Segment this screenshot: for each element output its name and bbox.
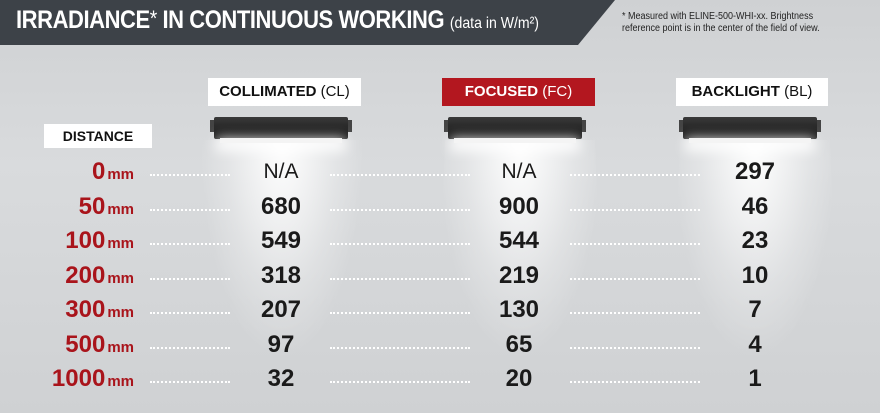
dotted-leader	[330, 346, 470, 349]
dotted-leader	[570, 346, 700, 349]
distance-value: 200	[65, 261, 106, 289]
column-name: BACKLIGHT	[691, 83, 780, 100]
dotted-leader	[150, 346, 230, 349]
dotted-leader	[330, 174, 470, 176]
distance-cell: 300 mm	[65, 293, 134, 327]
dotted-leader	[150, 243, 230, 245]
dotted-leader	[330, 208, 470, 211]
column-header-collimated: COLLIMATED (CL)	[208, 78, 361, 106]
column-code: (BL)	[784, 83, 813, 100]
irradiance-fc-value: 219	[498, 261, 540, 289]
distance-cell: 1000 mm	[52, 362, 134, 396]
dotted-leader	[570, 243, 700, 245]
distance-unit: mm	[107, 235, 134, 252]
distance-unit: mm	[107, 200, 134, 218]
light-fixture-icon	[679, 117, 821, 143]
footnote: * Measured with ELINE-500-WHI-xx. Bright…	[622, 11, 820, 34]
irradiance-cl-value: 207	[260, 296, 302, 323]
title-main: IRRADIANCE	[16, 6, 150, 34]
irradiance-bl-value: 297	[734, 158, 776, 185]
distance-value: 500	[65, 330, 106, 358]
title-unit: (data in W/m²)	[449, 15, 539, 32]
title-rest: IN CONTINUOUS WORKING	[156, 6, 445, 34]
irradiance-cl-value: 549	[260, 227, 302, 254]
irradiance-fc-value: 65	[505, 330, 533, 358]
dotted-leader	[570, 381, 700, 383]
title-asterisk: *	[149, 6, 158, 31]
page-title: IRRADIANCE* IN CONTINUOUS WORKING (data …	[16, 6, 539, 35]
dotted-leader	[150, 381, 230, 383]
title-banner	[0, 0, 615, 45]
column-code: (CL)	[320, 83, 350, 100]
dotted-leader	[150, 208, 230, 211]
dotted-leader	[150, 277, 230, 280]
distance-unit: mm	[107, 338, 134, 356]
dotted-leader	[570, 312, 700, 314]
irradiance-bl-value: 23	[741, 227, 769, 254]
distance-cell: 500 mm	[65, 328, 134, 362]
irradiance-bl-value: 7	[748, 296, 762, 323]
dotted-leader	[330, 312, 470, 314]
irradiance-bl-value: 1	[748, 365, 762, 392]
distance-header: DISTANCE	[44, 124, 152, 148]
light-fixture-icon	[210, 117, 352, 143]
dotted-leader	[570, 277, 700, 280]
irradiance-cl-value: 318	[260, 261, 302, 289]
irradiance-bl-value: 4	[748, 330, 762, 358]
irradiance-bl-value: 46	[741, 192, 769, 220]
collimated-light-beam	[197, 140, 367, 413]
column-name: COLLIMATED	[219, 83, 317, 100]
dotted-leader	[330, 277, 470, 280]
backlight-light-beam	[670, 140, 840, 413]
distance-unit: mm	[107, 304, 134, 321]
distance-cell: 0 mm	[92, 155, 134, 189]
table-row: 500 mm 97 65 4	[0, 328, 880, 362]
dotted-leader	[330, 243, 470, 245]
distance-cell: 50 mm	[79, 190, 134, 224]
distance-unit: mm	[107, 373, 134, 390]
dotted-leader	[150, 174, 230, 176]
distance-unit: mm	[107, 166, 134, 183]
distance-value: 100	[65, 227, 106, 254]
irradiance-fc-value: 130	[498, 296, 540, 323]
dotted-leader	[150, 312, 230, 314]
dotted-leader	[570, 174, 700, 176]
distance-value: 50	[78, 192, 106, 220]
distance-unit: mm	[107, 269, 134, 287]
irradiance-cl-value: 32	[267, 365, 295, 392]
table-row: 300 mm 207 130 7	[0, 293, 880, 327]
dotted-leader	[570, 208, 700, 211]
distance-cell: 100 mm	[65, 224, 134, 258]
column-header-focused: FOCUSED (FC)	[442, 78, 595, 106]
dotted-leader	[330, 381, 470, 383]
distance-value: 300	[65, 296, 106, 323]
table-row: 1000 mm 32 20 1	[0, 362, 880, 396]
table-row: 50 mm 680 900 46	[0, 190, 880, 224]
light-fixture-icon	[444, 117, 586, 143]
focused-light-beam	[435, 140, 605, 413]
table-row: 0 mm N/A N/A 297	[0, 155, 880, 189]
irradiance-bl-value: 10	[741, 261, 769, 289]
irradiance-fc-value: N/A	[501, 160, 537, 183]
table-row: 100 mm 549 544 23	[0, 224, 880, 258]
distance-value: 0	[91, 158, 106, 185]
column-header-backlight: BACKLIGHT (BL)	[676, 78, 828, 106]
distance-cell: 200 mm	[65, 259, 134, 293]
irradiance-cl-value: 97	[267, 330, 295, 358]
irradiance-fc-value: 20	[505, 365, 533, 392]
column-code: (FC)	[542, 83, 573, 100]
distance-value: 1000	[51, 365, 106, 392]
table-row: 200 mm 318 219 10	[0, 259, 880, 293]
irradiance-fc-value: 900	[498, 192, 540, 220]
irradiance-cl-value: 680	[260, 192, 302, 220]
irradiance-fc-value: 544	[498, 227, 540, 254]
column-name: FOCUSED	[464, 83, 539, 100]
irradiance-cl-value: N/A	[263, 160, 299, 183]
